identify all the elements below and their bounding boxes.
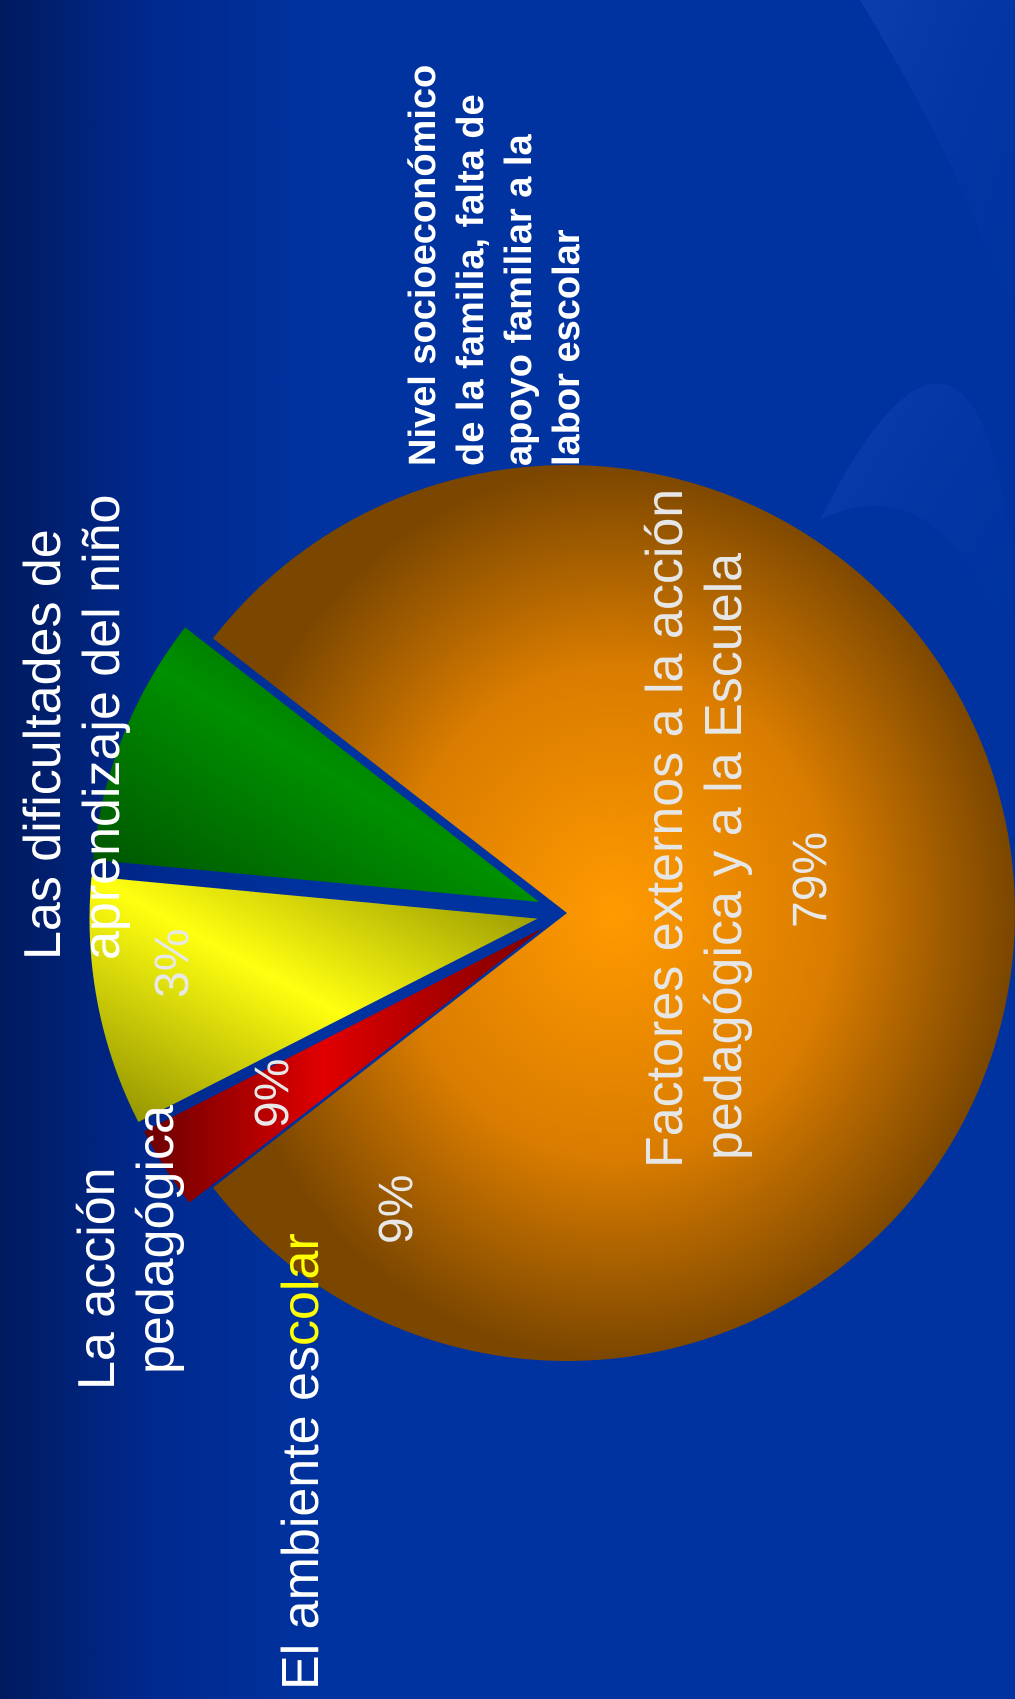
data-label-9-yellow: 9% <box>246 1058 299 1128</box>
label-nivel-line2: de la familia, falta de <box>449 94 492 466</box>
data-label-9-green: 9% <box>370 1174 423 1244</box>
label-ambiente-part1: El ambiente es <box>272 1346 330 1690</box>
label-accion: La acción pedagógica <box>68 1105 187 1390</box>
background-swirl <box>820 383 1015 700</box>
data-label-3: 3% <box>146 928 199 998</box>
label-dificultades: Las dificultades de aprendizaje del niño <box>14 495 133 960</box>
background-swirl <box>860 0 1015 420</box>
label-factores: Factores externos a la acción pedagógica… <box>636 489 755 1168</box>
label-nivel: Nivel socioeconómico de la familia, falt… <box>400 65 592 466</box>
pie-slice-ambiente <box>93 627 540 902</box>
label-ambiente: El ambiente escolar <box>272 1233 331 1690</box>
label-factores-line2: pedagógica y a la Escuela <box>695 552 754 1160</box>
label-factores-line1: Factores externos a la acción <box>636 488 694 1168</box>
label-nivel-line1: Nivel socioeconómico <box>402 64 444 466</box>
pie-slice-factores <box>213 465 1015 1362</box>
data-label-79: 79% <box>784 831 837 928</box>
label-accion-line1: La acción <box>68 1167 126 1390</box>
label-nivel-line3: apoyo familiar a la <box>497 134 540 466</box>
label-ambiente-part2: colar <box>272 1233 330 1347</box>
label-nivel-line4: labor escolar <box>545 229 588 466</box>
pie-slice-accion <box>89 876 538 1123</box>
label-dificultades-line2: aprendizaje del niño <box>73 494 132 960</box>
label-accion-line2: pedagógica <box>127 1105 186 1374</box>
pie-slice-dificultades <box>144 928 544 1203</box>
label-dificultades-line1: Las dificultades de <box>14 529 72 960</box>
